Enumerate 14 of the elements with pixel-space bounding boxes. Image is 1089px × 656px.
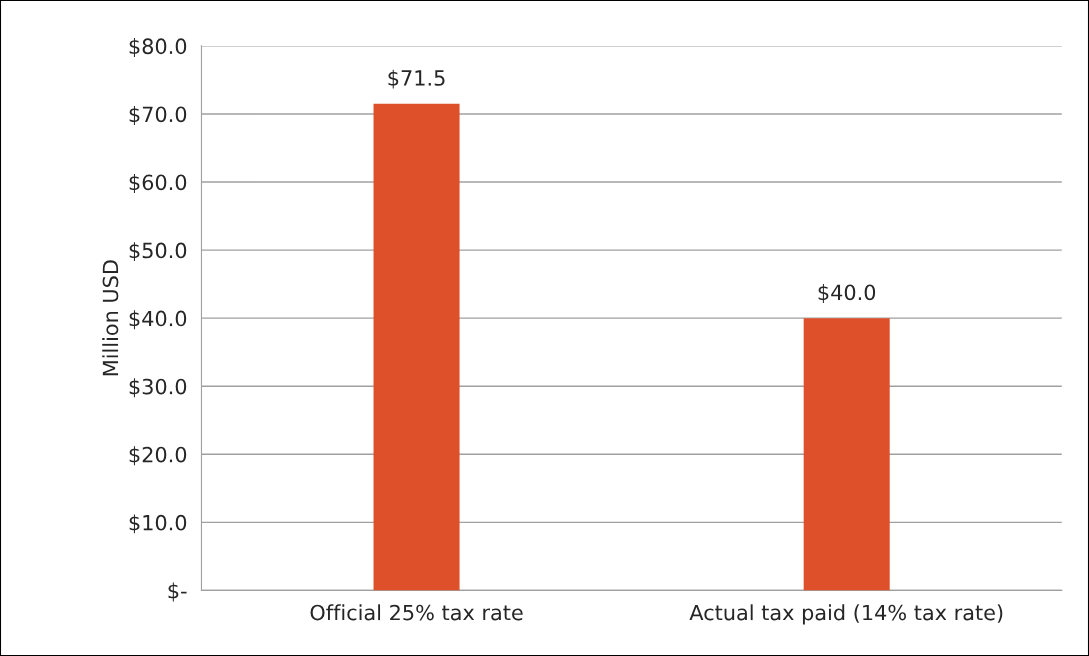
data-label: $71.5 — [388, 69, 445, 89]
y-tick-label: $40.0 — [129, 310, 187, 330]
y-tick-label: $30.0 — [129, 378, 187, 398]
y-tick-label: $20.0 — [129, 446, 187, 466]
x-tick-label: Actual tax paid (14% tax rate) — [689, 604, 1003, 625]
y-axis-title: Million USD — [102, 260, 119, 376]
data-label: $40.0 — [818, 284, 876, 303]
y-tick-label: $80.0 — [129, 38, 187, 57]
x-tick-label: Official 25% tax rate — [310, 604, 523, 621]
y-tick-label: $50.0 — [129, 242, 187, 262]
y-tick-label: $10.0 — [129, 514, 187, 534]
y-tick-label: $70.0 — [129, 106, 187, 125]
y-tick-label: $60.0 — [129, 174, 187, 194]
y-tick-label: $- — [168, 582, 187, 602]
